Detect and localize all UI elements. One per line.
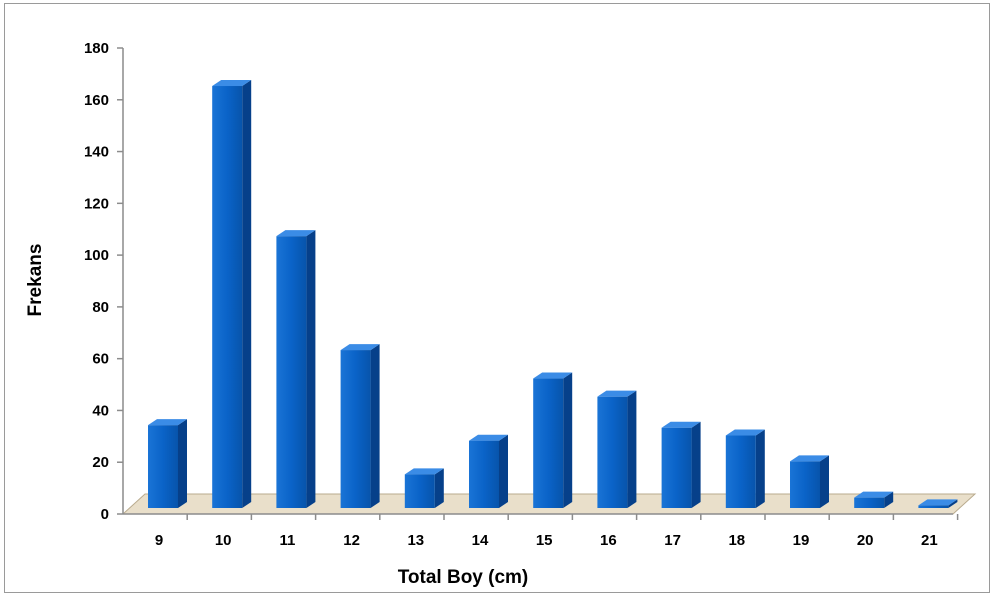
bar-top: [661, 421, 701, 428]
bar-front: [790, 461, 820, 508]
x-axis-title: Total Boy (cm): [398, 567, 529, 588]
bar-top: [597, 390, 637, 397]
x-tick-label: 10: [215, 532, 232, 549]
bar-side: [370, 344, 380, 508]
bar-front: [918, 505, 949, 508]
bar-side: [242, 80, 252, 508]
bar-top: [918, 499, 958, 506]
y-tick-label: 80: [92, 299, 109, 316]
bar-side: [691, 421, 701, 508]
bar-11: [276, 230, 316, 508]
bar-10: [212, 80, 252, 508]
bar-side: [306, 230, 316, 508]
bar-14: [469, 434, 508, 508]
bar-19: [790, 455, 829, 508]
bar-top: [340, 344, 380, 351]
bar-side: [820, 455, 829, 508]
bar-13: [404, 468, 444, 508]
bar-top: [276, 230, 316, 237]
x-tick-label: 18: [728, 532, 745, 549]
bar-front: [276, 236, 307, 508]
x-tick-label: 16: [600, 532, 617, 549]
bar-front: [469, 440, 499, 508]
x-tick-label: 20: [857, 532, 874, 549]
bar-top: [790, 455, 829, 462]
bar-20: [854, 491, 894, 508]
y-tick-label: 0: [101, 506, 109, 523]
bar-front: [148, 425, 178, 508]
y-tick-label: 60: [92, 351, 109, 368]
bar-front: [340, 350, 371, 508]
y-axis-title: Frekans: [25, 244, 46, 317]
x-tick-label: 14: [472, 532, 489, 549]
bar-17: [661, 421, 701, 508]
bar-side: [434, 468, 444, 508]
bar-top: [725, 429, 765, 436]
bar-top: [469, 434, 508, 441]
x-tick-label: 21: [921, 532, 938, 549]
bar-9: [148, 419, 187, 508]
bar-side: [948, 499, 958, 508]
bar-side: [884, 491, 894, 508]
bar-top: [212, 80, 252, 87]
bar-front: [854, 497, 885, 508]
y-tick-label: 160: [84, 92, 109, 109]
bar-top: [533, 372, 573, 379]
bar-top: [404, 468, 444, 475]
y-tick-label: 140: [84, 144, 109, 161]
x-tick-label: 11: [279, 532, 295, 549]
x-tick-label: 19: [793, 532, 810, 549]
y-tick-label: 20: [92, 454, 109, 471]
bar-front: [212, 86, 243, 508]
bar-16: [597, 390, 637, 508]
bar-side: [178, 419, 187, 508]
bar-front: [725, 435, 756, 508]
x-tick-label: 13: [407, 532, 424, 549]
x-tick-label: 15: [536, 532, 553, 549]
y-tick-label: 180: [84, 40, 109, 57]
x-tick-label: 9: [155, 532, 163, 549]
bar-12: [340, 344, 380, 508]
bar-top: [854, 491, 894, 498]
bar-21: [918, 499, 958, 508]
bar-front: [533, 378, 564, 508]
bar-front: [661, 427, 692, 508]
bar-15: [533, 372, 573, 508]
x-tick-label: 12: [343, 532, 360, 549]
y-tick-label: 120: [84, 195, 109, 212]
y-tick-label: 40: [92, 402, 109, 419]
bar-front: [404, 474, 435, 508]
x-tick-label: 17: [664, 532, 681, 549]
bar-side: [755, 429, 765, 508]
y-tick-label: 100: [84, 247, 109, 264]
bar-side: [499, 434, 508, 508]
bar-top: [148, 419, 187, 426]
bar-side: [627, 390, 637, 508]
bar-front: [597, 396, 628, 508]
bar-side: [563, 372, 573, 508]
bar-18: [725, 429, 765, 508]
